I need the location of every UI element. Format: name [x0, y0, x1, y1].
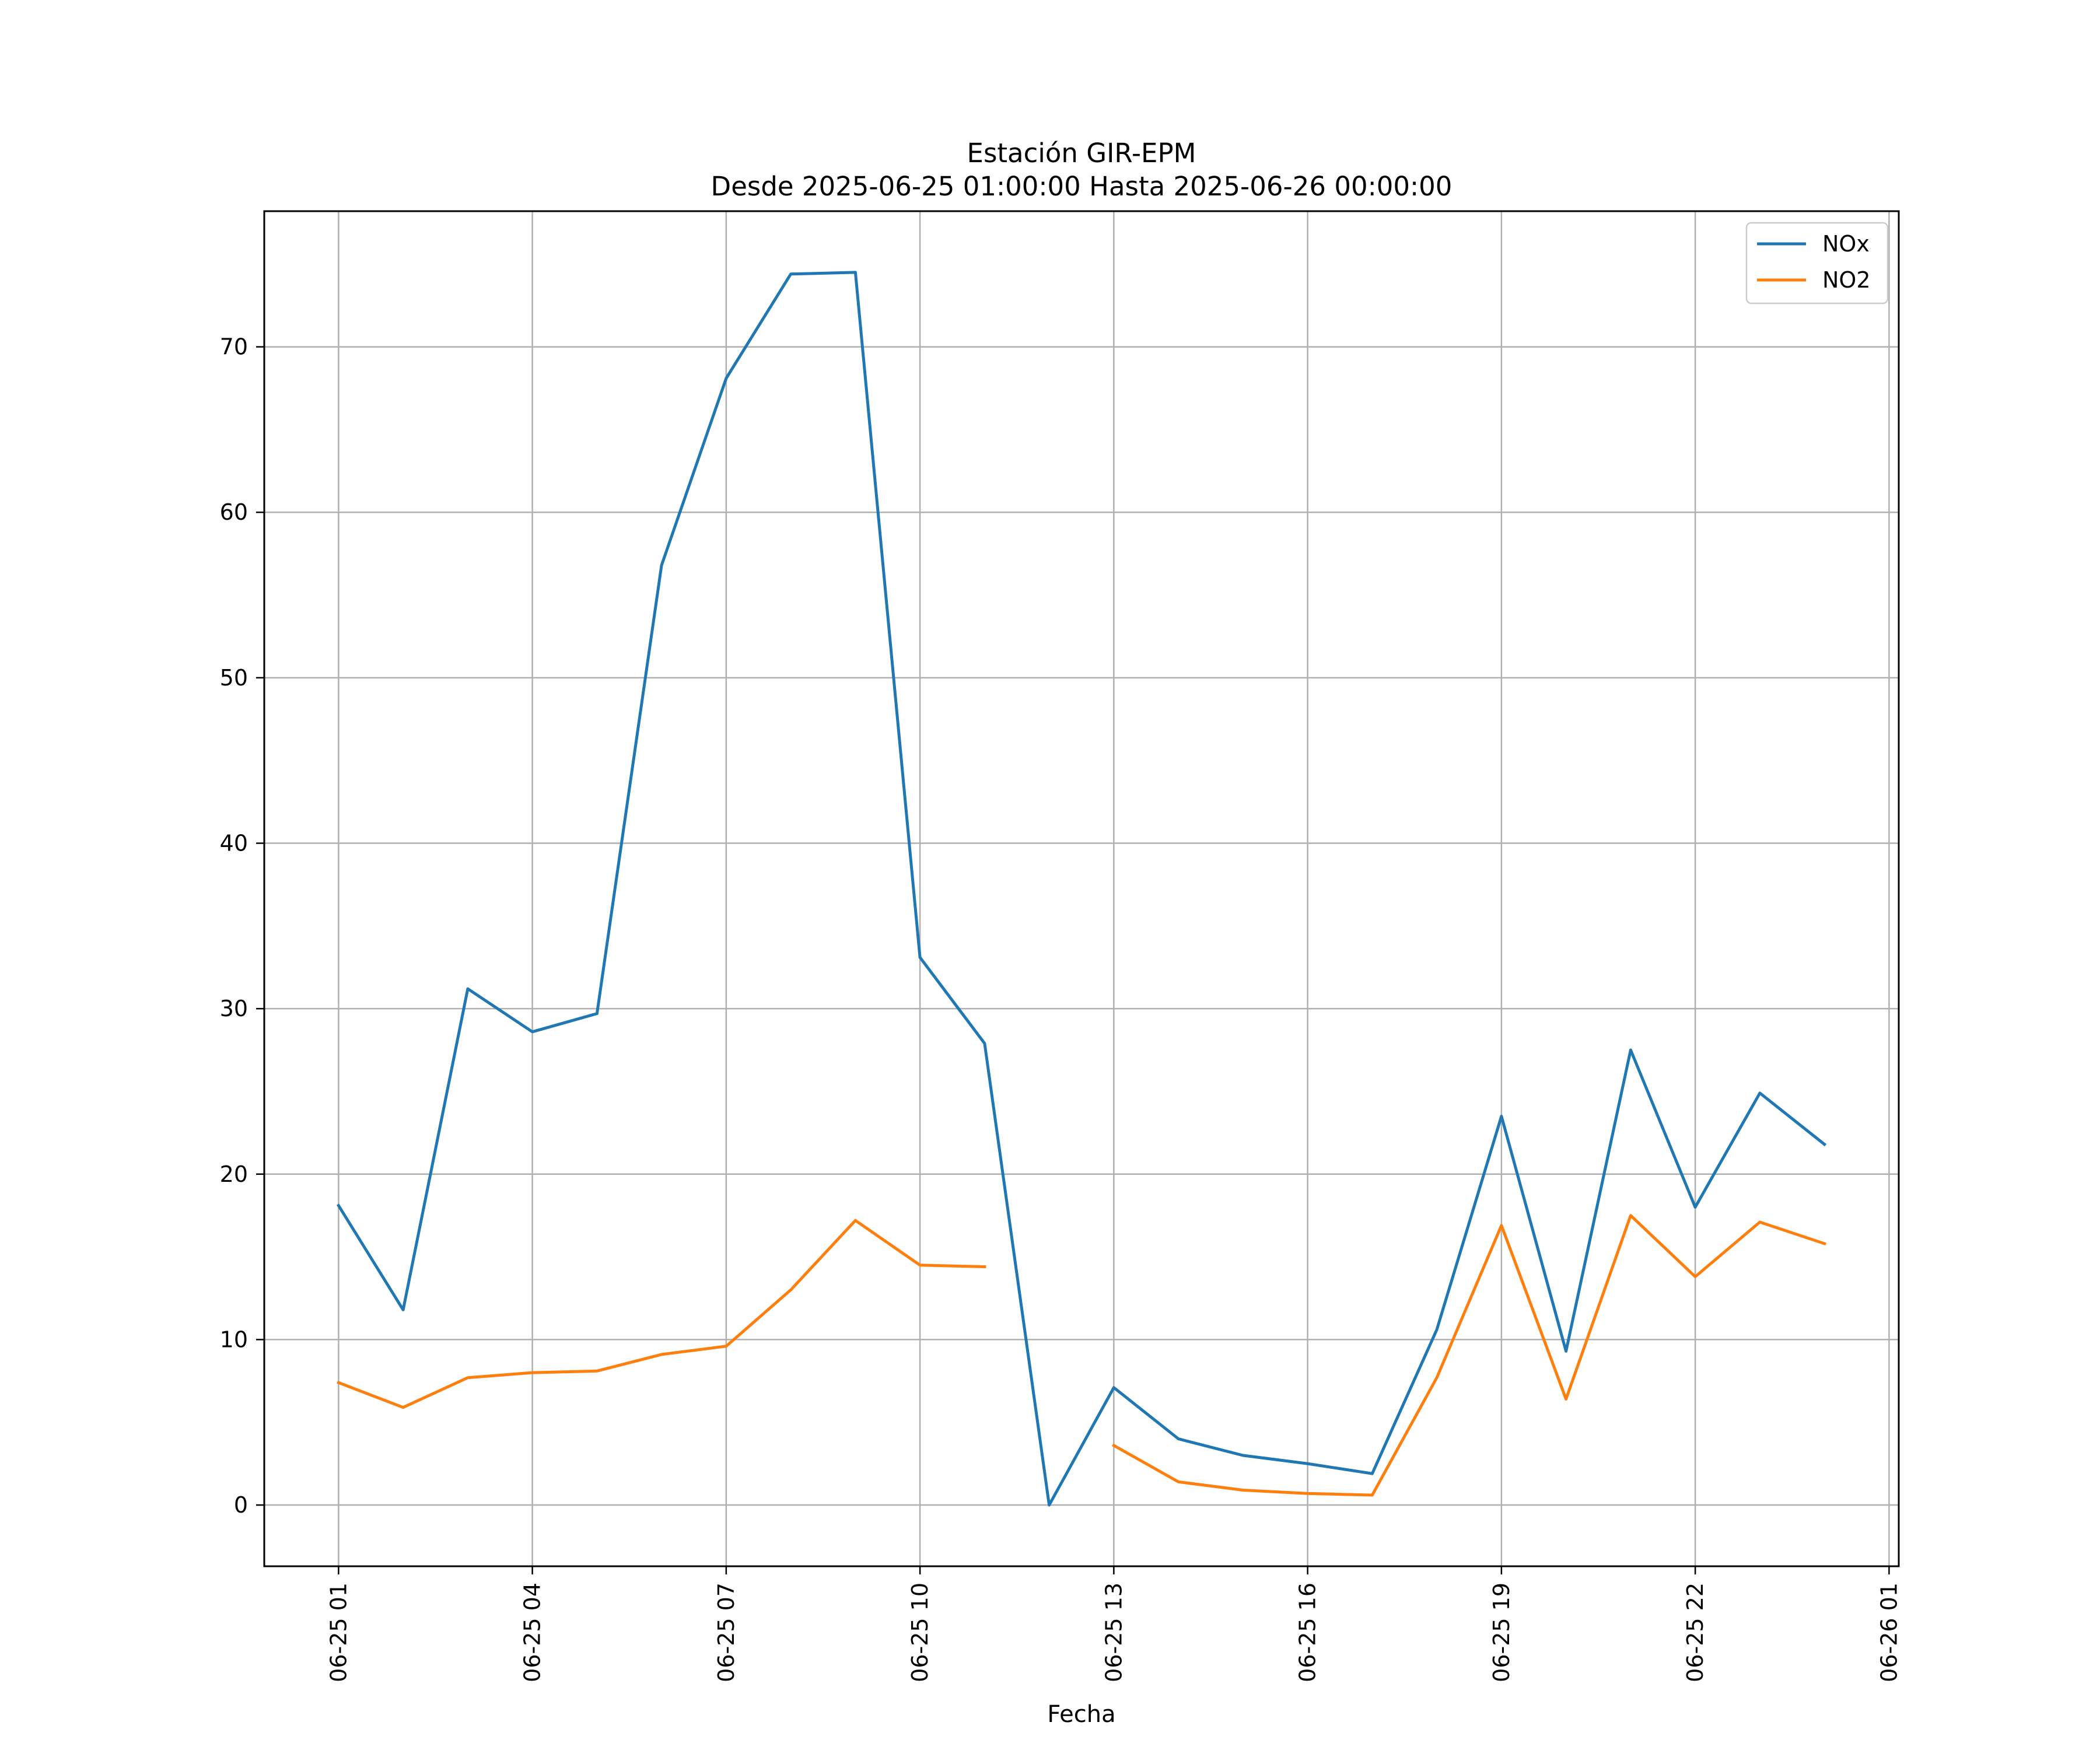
axis-ticks: 06-25 01 06-25 04 06-25 07 06-25 10 06-25 13…: [220, 334, 1902, 1682]
x-tick-label: 06-25 10: [907, 1583, 933, 1682]
chart-title-line-1: Estación GIR-EPM: [967, 138, 1196, 169]
series-line-nox: [336, 271, 1827, 1507]
series-line-no2: [1111, 1214, 1826, 1497]
x-tick-label: 06-25 16: [1295, 1583, 1321, 1682]
x-tick-label: 06-25 01: [326, 1583, 351, 1682]
legend-label-nox: NOx: [1822, 231, 1870, 257]
y-tick-label: 50: [220, 665, 248, 691]
y-tick-label: 40: [220, 830, 248, 856]
x-tick-label: 06-25 04: [520, 1583, 545, 1682]
y-tick-label: 20: [220, 1161, 248, 1187]
plot-area-frame: [263, 210, 1900, 1567]
y-tick-label: 70: [220, 334, 248, 360]
series-line-no2: [337, 1219, 986, 1409]
plot-lines: [336, 271, 1827, 1507]
chart-title-line-2: Desde 2025-06-25 01:00:00 Hasta 2025-06-…: [711, 171, 1452, 202]
y-tick-label: 60: [220, 499, 248, 525]
x-tick-label: 06-25 07: [713, 1583, 739, 1682]
x-tick-label: 06-25 22: [1682, 1583, 1708, 1682]
x-tick-label: 06-25 13: [1101, 1583, 1126, 1682]
x-axis-label: Fecha: [1047, 1701, 1115, 1728]
legend-label-no2: NO2: [1822, 267, 1871, 293]
y-tick-label: 30: [220, 996, 248, 1021]
legend: NOx NO2: [1745, 222, 1889, 304]
y-tick-label: 0: [234, 1492, 248, 1518]
y-tick-label: 10: [220, 1326, 248, 1352]
grid: [264, 211, 1899, 1566]
x-tick-label: 06-25 19: [1489, 1583, 1514, 1682]
x-tick-label: 06-26 01: [1876, 1583, 1902, 1682]
